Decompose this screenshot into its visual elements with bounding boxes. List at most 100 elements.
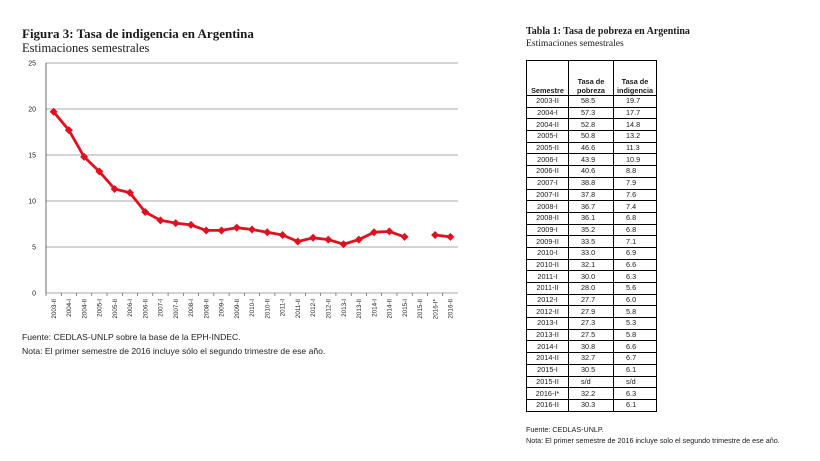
table-row: 2009-I 35.2 6.8: [526, 223, 657, 237]
x-tick-label: 2016-II: [448, 299, 455, 319]
cell-tasa-indigencia: 6.1: [613, 363, 657, 377]
data-point: [80, 152, 89, 161]
data-point: [263, 228, 272, 237]
cell-tasa-pobreza: 27.7: [568, 293, 614, 307]
cell-tasa-pobreza: 32.7: [568, 352, 614, 365]
table-row: 2016-II 30.3 6.1: [526, 398, 657, 412]
cell-tasa-pobreza: 40.6: [568, 165, 614, 178]
cell-semestre: 2006-I: [526, 153, 569, 167]
table-row: 2006-I 43.9 10.9: [526, 153, 657, 167]
x-tick-label: 2004-I: [66, 299, 73, 317]
table-row: 2005-II 46.6 11.3: [526, 141, 657, 155]
x-tick-label: 2012-I: [310, 299, 317, 317]
cell-tasa-pobreza: 30.5: [568, 363, 614, 377]
cell-tasa-pobreza: 30.8: [568, 340, 614, 354]
cell-tasa-pobreza: 27.9: [568, 305, 614, 319]
table-row: 2014-I 30.8 6.6: [526, 340, 657, 354]
figure-subtitle: Estimaciones semestrales: [22, 41, 150, 55]
cell-tasa-indigencia: 6.6: [613, 258, 657, 272]
cell-semestre: 2004-II: [526, 118, 569, 132]
x-tick-label: 2015-I: [402, 299, 409, 317]
x-tick-label: 2014-II: [387, 299, 394, 319]
cell-semestre: 2005-I: [526, 130, 569, 143]
cell-semestre: 2014-I: [526, 340, 569, 354]
cell-semestre: 2015-II: [526, 375, 569, 389]
x-tick-label: 2009-II: [234, 299, 241, 319]
data-point: [370, 228, 379, 237]
cell-tasa-pobreza: 36.7: [568, 200, 614, 213]
cell-tasa-indigencia: 7.1: [613, 235, 657, 248]
data-point: [293, 237, 302, 246]
data-point: [156, 216, 165, 225]
table-row: 2009-II 33.5 7.1: [526, 235, 657, 248]
cell-semestre: 2010-II: [526, 258, 569, 272]
data-point: [339, 240, 348, 249]
table-row: 2011-II 28.0 5.6: [526, 282, 657, 295]
cell-semestre: 2008-II: [526, 211, 569, 225]
table-row: 2014-II 32.7 6.7: [526, 352, 657, 365]
cell-tasa-pobreza: s/d: [568, 375, 614, 389]
cell-semestre: 2013-II: [526, 328, 569, 342]
cell-tasa-pobreza: 57.3: [568, 106, 614, 120]
x-tick-label: 2013-I: [341, 299, 348, 317]
cell-tasa-indigencia: 17.7: [613, 106, 657, 120]
y-tick-label: 5: [32, 245, 36, 252]
table-row: 2008-I 36.7 7.4: [526, 200, 657, 213]
poverty-table: Semestre Tasa de pobreza Tasa de indigen…: [526, 60, 657, 412]
cell-tasa-indigencia: 6.8: [613, 211, 657, 225]
table-row: 2004-II 52.8 14.8: [526, 118, 657, 132]
figure-title: Figura 3: Tasa de indigencia en Argentin…: [22, 26, 254, 41]
cell-tasa-pobreza: 30.3: [568, 398, 614, 412]
y-tick-label: 0: [32, 291, 36, 298]
table-row: 2010-II 32.1 6.6: [526, 258, 657, 272]
table-row: 2007-II 37.8 7.6: [526, 188, 657, 202]
table-row: 2016-I* 32.2 6.3: [526, 387, 657, 400]
x-tick-label: 2007-II: [173, 299, 180, 319]
cell-tasa-indigencia: 6.9: [613, 246, 657, 260]
data-point: [400, 232, 409, 241]
table-row: 2013-I 27.3 5.3: [526, 317, 657, 330]
cell-semestre: 2012-II: [526, 305, 569, 319]
x-tick-label: 2011-II: [295, 299, 302, 318]
data-point: [324, 235, 333, 244]
table-row: 2003-II 58.5 19.7: [526, 95, 657, 108]
figure-source: Fuente: CEDLAS-UNLP sobre la base de la …: [22, 332, 241, 342]
cell-semestre: 2007-I: [526, 176, 569, 190]
cell-semestre: 2005-II: [526, 141, 569, 155]
data-point: [248, 225, 256, 234]
table-row: 2005-I 50.8 13.2: [526, 130, 657, 143]
cell-tasa-indigencia: 6.3: [613, 270, 657, 283]
table-row: 2013-II 27.5 5.8: [526, 328, 657, 342]
cell-semestre: 2012-I: [526, 293, 569, 307]
cell-tasa-pobreza: 50.8: [568, 130, 614, 143]
cell-semestre: 2009-II: [526, 235, 569, 248]
header-semestre: Semestre: [526, 60, 569, 96]
x-tick-label: 2003-II: [51, 299, 58, 319]
figure-note: Nota: El primer semestre de 2016 incluye…: [22, 346, 326, 356]
data-point: [431, 231, 440, 240]
table-row: 2012-II 27.9 5.8: [526, 305, 657, 319]
cell-semestre: 2003-II: [526, 95, 569, 108]
x-tick-label: 2010-II: [264, 299, 271, 319]
cell-semestre: 2007-II: [526, 188, 569, 202]
cell-tasa-pobreza: 46.6: [568, 141, 614, 155]
cell-tasa-pobreza: 52.8: [568, 118, 614, 132]
data-point: [125, 188, 134, 197]
cell-tasa-indigencia: 6.3: [613, 387, 657, 400]
x-tick-label: 2008-I: [188, 299, 195, 317]
y-tick-label: 20: [28, 107, 36, 114]
table-row: 2007-I 38.8 7.9: [526, 176, 657, 190]
cell-tasa-indigencia: 6.7: [613, 352, 657, 365]
cell-tasa-indigencia: 19.7: [613, 95, 657, 108]
indigence-line-chart: 0 5 10 15 20 25 2003-II 2004-I 2004-II 2005-I 2005…: [28, 61, 458, 319]
cell-tasa-pobreza: 36.1: [568, 211, 614, 225]
cell-semestre: 2014-II: [526, 352, 569, 365]
data-point: [309, 233, 318, 242]
cell-tasa-pobreza: 58.5: [568, 95, 614, 108]
cell-tasa-indigencia: 6.6: [613, 340, 657, 354]
cell-semestre: 2013-I: [526, 317, 569, 330]
data-point: [217, 226, 226, 235]
cell-tasa-indigencia: 8.8: [613, 165, 657, 178]
cell-semestre: 2016-I*: [526, 387, 569, 400]
cell-semestre: 2011-I: [526, 270, 569, 283]
